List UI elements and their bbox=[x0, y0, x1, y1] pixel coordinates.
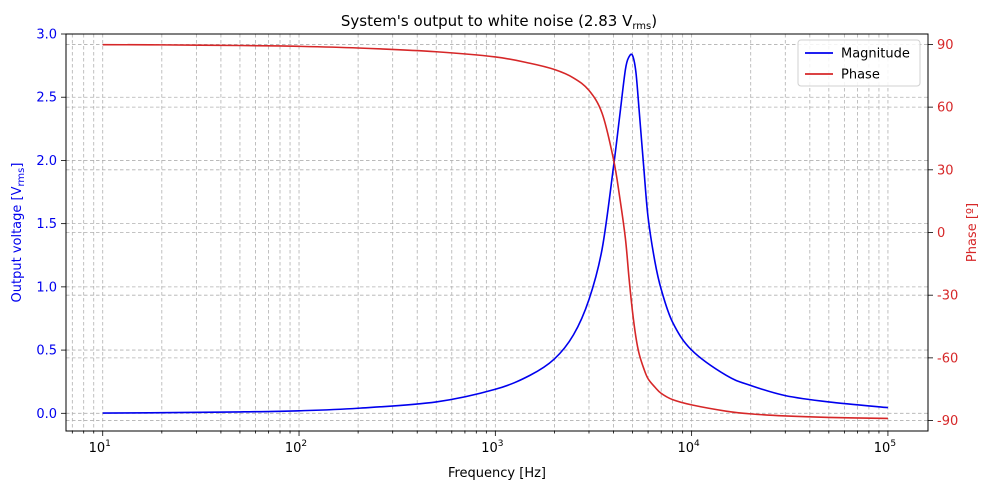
x-tick-exponent: 2 bbox=[301, 439, 307, 449]
y-left-tick-label: 1.5 bbox=[36, 217, 57, 232]
y-left-tick-label: 2.0 bbox=[36, 154, 57, 169]
y-left-tick-label: 2.5 bbox=[36, 91, 57, 106]
y-left-tick-label: 1.0 bbox=[36, 280, 57, 295]
x-tick-base: 10 bbox=[89, 441, 106, 456]
x-tick-base: 10 bbox=[677, 441, 694, 456]
y-right-tick-label: 90 bbox=[937, 38, 954, 53]
y-left-tick-label: 0.0 bbox=[36, 407, 57, 422]
x-tick-exponent: 1 bbox=[105, 439, 111, 449]
x-tick-exponent: 4 bbox=[694, 439, 700, 449]
legend: Magnitude Phase bbox=[797, 39, 921, 87]
x-axis: 101 102 103 104 105 bbox=[71, 431, 896, 456]
x-tick-base: 10 bbox=[874, 441, 891, 456]
y-right-tick-label: 60 bbox=[937, 101, 954, 116]
title-text: System's output to white noise (2.83 V bbox=[341, 12, 633, 30]
y-right-tick-label: 30 bbox=[937, 163, 954, 178]
x-axis-label: Frequency [Hz] bbox=[448, 466, 546, 481]
legend-label-phase: Phase bbox=[841, 68, 880, 83]
x-tick-base: 10 bbox=[285, 441, 302, 456]
series-line-phase bbox=[102, 43, 888, 420]
y-axis-right-label: Phase [º] bbox=[965, 203, 980, 262]
ylabel-left-subscript: rms bbox=[16, 168, 27, 187]
y-right-tick-label: -60 bbox=[937, 351, 958, 366]
x-tick-label: 104 bbox=[677, 439, 700, 456]
ylabel-left-close: ] bbox=[10, 163, 25, 168]
x-tick-label: 102 bbox=[285, 439, 307, 456]
y-right-tick-label: -30 bbox=[937, 289, 958, 304]
x-tick-label: 101 bbox=[89, 439, 111, 456]
y-right-tick-label: 0 bbox=[937, 226, 945, 241]
y-axis-right: -90 -60 -30 0 30 60 90 bbox=[928, 38, 958, 429]
x-tick-exponent: 5 bbox=[890, 439, 896, 449]
y-left-tick-label: 0.5 bbox=[36, 344, 57, 359]
series-line-magnitude bbox=[102, 53, 889, 414]
y-right-tick-label: -90 bbox=[937, 414, 958, 429]
x-tick-label: 105 bbox=[874, 439, 896, 456]
title-subscript: rms bbox=[632, 21, 651, 32]
ylabel-left-text: Output voltage [V bbox=[10, 186, 25, 302]
title-close: ) bbox=[651, 12, 657, 30]
x-tick-label: 103 bbox=[481, 439, 503, 456]
y-axis-left: 0.0 0.5 1.0 1.5 2.0 2.5 3.0 bbox=[36, 28, 66, 422]
series-layer bbox=[102, 43, 889, 420]
chart-title: System's output to white noise (2.83 Vrm… bbox=[341, 12, 657, 32]
grid bbox=[66, 33, 928, 431]
x-tick-base: 10 bbox=[481, 441, 498, 456]
legend-label-magnitude: Magnitude bbox=[841, 47, 910, 62]
y-axis-left-label: Output voltage [Vrms] bbox=[10, 163, 27, 303]
x-tick-exponent: 3 bbox=[498, 439, 504, 449]
y-left-tick-label: 3.0 bbox=[36, 28, 57, 43]
